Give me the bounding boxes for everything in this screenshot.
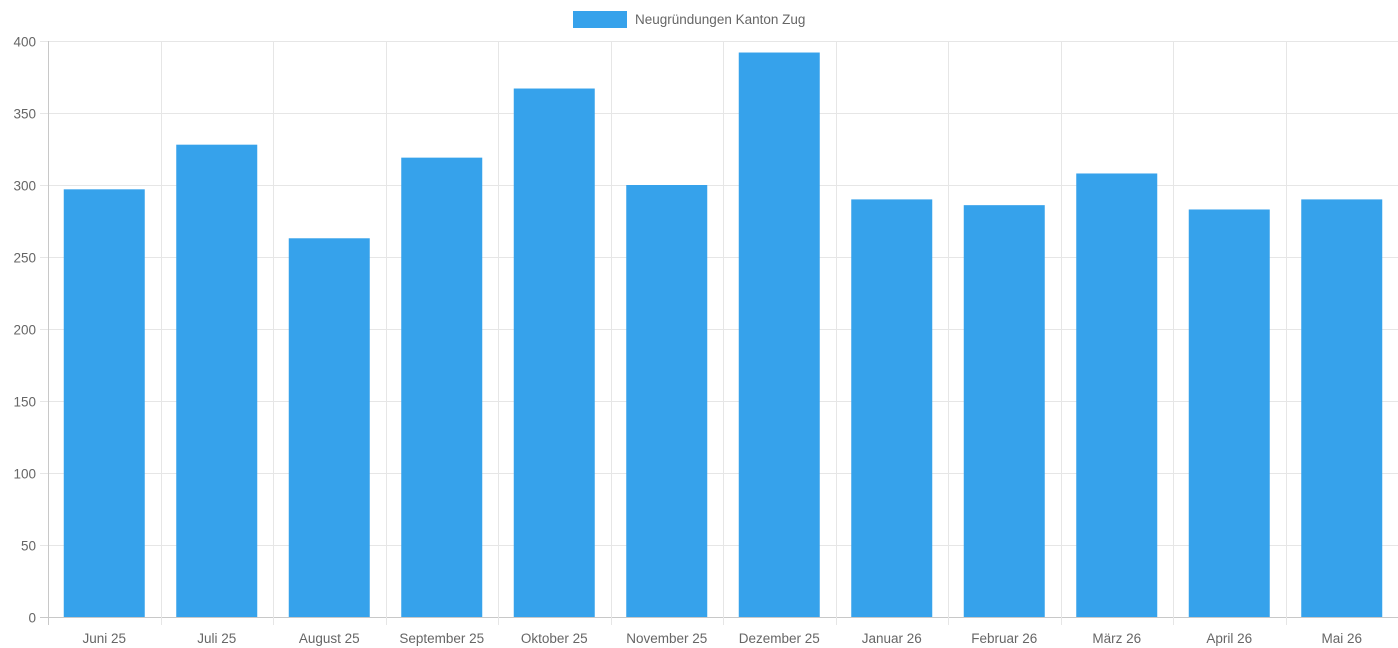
bar[interactable] [1188, 209, 1270, 618]
bar[interactable] [176, 144, 258, 617]
x-axis-ticks: Juni 25 Juli 25 August 25 September 25 Oktob… [82, 631, 1362, 646]
y-tick-label: 50 [21, 539, 36, 554]
y-tick-label: 150 [13, 395, 36, 410]
legend-label[interactable]: Neugründungen Kanton Zug [635, 12, 805, 27]
bar[interactable] [1076, 173, 1158, 618]
legend-swatch[interactable] [573, 11, 627, 28]
bar[interactable] [288, 238, 370, 617]
x-tick-label: Februar 26 [971, 631, 1037, 646]
bar[interactable] [1301, 199, 1383, 617]
bar[interactable] [513, 88, 595, 617]
bar[interactable] [738, 52, 820, 617]
y-tick-label: 300 [13, 179, 36, 194]
y-tick-label: 400 [13, 35, 36, 50]
y-tick-label: 200 [13, 323, 36, 338]
x-tick-label: Januar 26 [862, 631, 922, 646]
legend[interactable]: Neugründungen Kanton Zug [573, 11, 805, 28]
x-tick-label: April 26 [1206, 631, 1252, 646]
x-tick-label: Dezember 25 [739, 631, 820, 646]
y-tick-label: 350 [13, 107, 36, 122]
x-tick-label: Juli 25 [197, 631, 236, 646]
x-tick-label: März 26 [1092, 631, 1141, 646]
y-tick-label: 0 [28, 611, 36, 626]
x-tick-label: September 25 [399, 631, 484, 646]
x-tick-label: Mai 26 [1321, 631, 1362, 646]
x-tick-label: Oktober 25 [521, 631, 588, 646]
x-tick-label: November 25 [626, 631, 707, 646]
bar[interactable] [63, 189, 145, 617]
bar[interactable] [626, 185, 708, 617]
y-axis-ticks: 0 50 100 150 200 250 300 350 400 [13, 35, 36, 626]
bar[interactable] [963, 205, 1045, 617]
y-tick-label: 100 [13, 467, 36, 482]
x-tick-label: August 25 [299, 631, 360, 646]
bars [63, 52, 1383, 618]
y-tick-label: 250 [13, 251, 36, 266]
bar[interactable] [401, 157, 483, 617]
x-tick-label: Juni 25 [82, 631, 126, 646]
bar[interactable] [851, 199, 933, 617]
grid [40, 41, 1398, 625]
